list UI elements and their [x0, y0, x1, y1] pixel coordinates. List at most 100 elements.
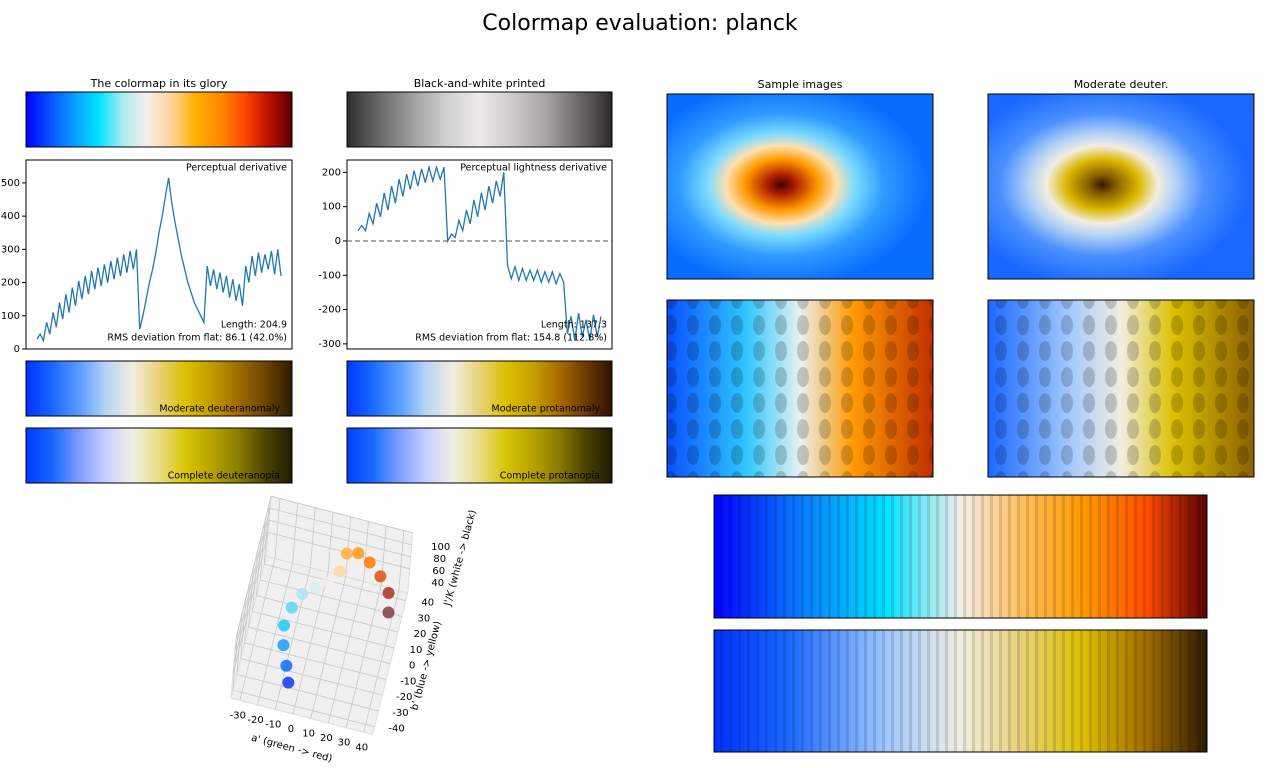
y-tick-label: 40 [421, 598, 434, 609]
x-tick-label: 20 [320, 733, 333, 744]
grid-line [244, 642, 387, 680]
grid-line [260, 579, 402, 617]
y-tick-label: 0 [335, 236, 341, 247]
z-tick-label: 40 [431, 578, 444, 589]
grid-line [270, 507, 412, 546]
colorbar-label: Complete deuteranopia [168, 471, 280, 482]
grid-line [264, 563, 406, 602]
grid-line [274, 498, 281, 559]
y-tick-label: 0 [409, 661, 415, 672]
y-tick-label: 10 [410, 645, 423, 656]
y-tick-label: 30 [417, 613, 430, 624]
data-line [36, 177, 282, 343]
annotation: RMS deviation from flat: 154.8 (112.8%) [415, 333, 607, 344]
scatter-point [340, 547, 353, 560]
panel-title: Perceptual derivative [186, 163, 287, 174]
annotation: RMS deviation from flat: 86.1 (42.0%) [107, 333, 287, 344]
x-tick-label: -30 [230, 710, 246, 721]
y-tick-label: -300 [318, 339, 341, 350]
scatter-point [352, 547, 365, 560]
grid-line [234, 508, 271, 651]
annotation: Length: 204.9 [221, 320, 287, 331]
colorbar [346, 91, 613, 148]
x-tick-label: 0 [288, 724, 294, 735]
grid-line [232, 532, 269, 675]
y-tick-label: -100 [318, 270, 341, 281]
colorbar [346, 360, 613, 417]
colorbar-label: Complete protanopia [500, 471, 600, 482]
sample-image [987, 93, 1255, 280]
x-tick-label: 30 [338, 738, 351, 749]
grid-line [309, 507, 316, 568]
y-tick-label: -20 [396, 692, 412, 703]
scatter-point [285, 601, 298, 614]
y-tick-label: -10 [400, 676, 416, 687]
scatter-point [280, 659, 293, 672]
y-tick-label: -200 [318, 305, 341, 316]
scatter-point [296, 587, 309, 600]
grid-line [256, 595, 399, 633]
scatter-point [382, 606, 395, 619]
grid-line [269, 519, 411, 558]
y-tick-label: 200 [1, 278, 20, 289]
x-tick-label: 10 [302, 729, 315, 740]
z-tick-label: 80 [433, 554, 446, 565]
grid-line [398, 530, 405, 591]
y-tick-label: 400 [1, 211, 20, 222]
grid-line [252, 610, 395, 649]
y-tick-label: 100 [1, 311, 20, 322]
grid-line [240, 658, 383, 696]
grid-line [248, 626, 391, 665]
scatter-point [278, 619, 291, 632]
y-tick-label: 500 [1, 178, 20, 189]
y-tick-label: 20 [414, 629, 427, 640]
scatter-point [333, 565, 346, 578]
colorbar-label: Moderate deuteranomaly [159, 404, 280, 415]
scatter-point [322, 576, 335, 589]
colorbar [25, 427, 293, 484]
colorbar [25, 91, 293, 148]
plot-frame [346, 159, 613, 350]
panel-title: Perceptual lightness derivative [460, 163, 607, 174]
sample-image-texture [667, 300, 933, 477]
panel-title: Black-and-white printed [414, 77, 546, 90]
panel-title: The colormap in its glory [90, 77, 228, 90]
y-tick-label: 0 [14, 344, 20, 355]
annotation: Length: 137.3 [541, 320, 607, 331]
grid-line [233, 520, 270, 663]
scatter-point [277, 639, 290, 652]
grid-line [363, 521, 369, 582]
stripe-texture [714, 495, 1207, 618]
grid-line [345, 516, 352, 577]
figure-title: Colormap evaluation: planck [482, 11, 798, 36]
image-title: Sample images [758, 78, 843, 91]
stripe-texture [714, 630, 1207, 752]
x-tick-label: -10 [265, 719, 281, 730]
colorbar [346, 427, 613, 484]
scatter-point [282, 676, 295, 689]
x-tick-label: 40 [355, 742, 368, 753]
scatter-point [374, 570, 387, 583]
grid-line [268, 531, 410, 570]
grid-line [327, 512, 334, 573]
z-tick-label: 100 [431, 542, 450, 553]
y-tick-label: 100 [322, 202, 341, 213]
z-axis-label: J'/K (white -> black) [442, 509, 478, 608]
grid-line [236, 673, 379, 712]
y-tick-label: 200 [322, 167, 341, 178]
plot-frame [25, 159, 293, 350]
x-tick-label: -20 [247, 715, 263, 726]
scatter-point [382, 586, 395, 599]
y-tick-label: -30 [392, 708, 408, 719]
y-tick-label: 300 [1, 244, 20, 255]
grid-line [292, 503, 299, 564]
y-tick-label: -40 [388, 724, 404, 735]
sample-image [666, 93, 934, 280]
image-title: Moderate deuter. [1074, 78, 1169, 91]
z-tick-label: 60 [432, 566, 445, 577]
grid-line [232, 689, 375, 728]
sample-image-texture [988, 300, 1254, 477]
colorbar-label: Moderate protanomaly [492, 404, 601, 415]
